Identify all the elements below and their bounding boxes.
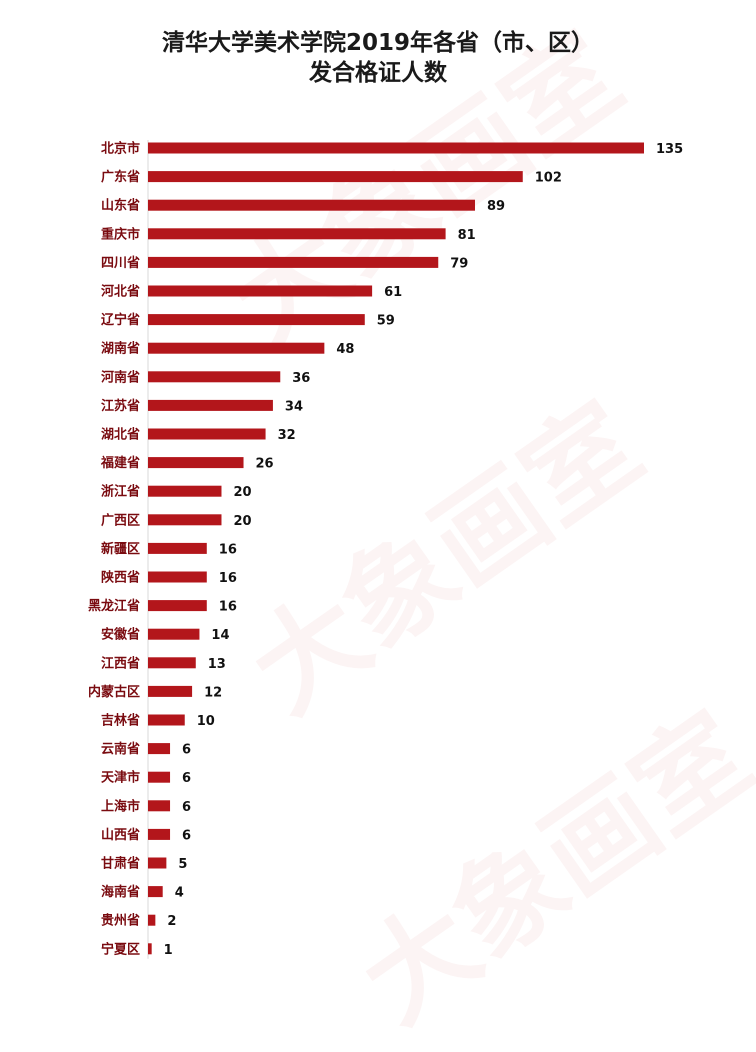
value-label: 10: [197, 714, 215, 729]
value-label: 16: [219, 600, 237, 615]
value-label: 13: [208, 657, 226, 672]
bar: [148, 914, 156, 926]
value-label: 59: [377, 314, 395, 329]
value-label: 6: [182, 743, 191, 758]
bar: [148, 743, 171, 755]
value-label: 6: [182, 771, 191, 786]
category-label: 甘肃省: [101, 856, 140, 872]
value-label: 6: [182, 800, 191, 815]
value-label: 20: [233, 485, 251, 500]
category-label: 湖北省: [101, 427, 140, 443]
bar: [148, 542, 207, 554]
bar: [148, 628, 200, 640]
category-label: 广西区: [101, 512, 140, 528]
value-label: 20: [233, 514, 251, 529]
bar: [148, 514, 222, 526]
chart-title-line-1: 清华大学美术学院2019年各省（市、区）: [161, 30, 594, 56]
bar: [148, 171, 523, 183]
bar: [148, 342, 325, 354]
category-label: 广东省: [101, 169, 140, 185]
value-label: 34: [285, 399, 303, 414]
category-label: 山西省: [101, 827, 140, 843]
category-label: 海南省: [101, 884, 140, 900]
value-label: 32: [278, 428, 296, 443]
value-label: 16: [219, 542, 237, 557]
value-label: 89: [487, 199, 505, 214]
bar: [148, 428, 266, 440]
bar: [148, 199, 475, 211]
bar: [148, 371, 281, 383]
chart-title-line-2: 发合格证人数: [309, 60, 447, 86]
value-label: 61: [384, 285, 402, 300]
value-label: 135: [656, 142, 683, 157]
bar: [148, 943, 152, 955]
value-label: 79: [450, 256, 468, 271]
category-label: 安徽省: [101, 627, 140, 643]
bar: [148, 399, 273, 411]
category-label: 吉林省: [101, 713, 140, 729]
bar: [148, 228, 446, 240]
category-label: 浙江省: [101, 484, 140, 500]
bar: [148, 600, 207, 612]
bar: [148, 685, 193, 697]
category-label: 宁夏区: [101, 941, 140, 957]
value-label: 36: [292, 371, 310, 386]
category-label: 山东省: [101, 198, 140, 214]
category-label: 陕西省: [101, 570, 140, 586]
bar: [148, 886, 163, 898]
category-label: 黑龙江省: [88, 598, 140, 614]
value-label: 102: [535, 171, 562, 186]
category-label: 新疆区: [101, 541, 140, 557]
category-label: 重庆市: [101, 226, 140, 242]
value-label: 12: [204, 685, 222, 700]
value-label: 48: [336, 342, 354, 357]
bar: [148, 771, 171, 783]
category-label: 河南省: [101, 369, 140, 385]
bar: [148, 714, 185, 726]
category-label: 江西省: [101, 655, 140, 671]
value-label: 14: [211, 628, 229, 643]
category-label: 内蒙古区: [88, 684, 140, 700]
value-label: 16: [219, 571, 237, 586]
category-label: 北京市: [101, 141, 140, 157]
category-label: 云南省: [101, 741, 140, 757]
bar: [148, 485, 222, 497]
bar: [148, 142, 644, 154]
value-label: 4: [175, 886, 184, 901]
value-label: 26: [256, 457, 274, 472]
bar: [148, 285, 373, 297]
category-label: 湖南省: [101, 341, 140, 357]
category-label: 天津市: [101, 770, 140, 786]
bar: [148, 857, 167, 869]
value-label: 1: [164, 943, 173, 958]
bar: [148, 457, 244, 469]
bar: [148, 828, 171, 840]
bar: [148, 800, 171, 812]
category-label: 江苏省: [101, 398, 140, 414]
bar: [148, 256, 439, 268]
category-label: 河北省: [101, 284, 140, 300]
category-label: 上海市: [101, 798, 140, 814]
bar: [148, 657, 196, 669]
bar: [148, 314, 365, 326]
category-label: 辽宁省: [101, 312, 140, 328]
bar: [148, 571, 207, 583]
category-label: 贵州省: [101, 913, 140, 929]
category-label: 福建省: [100, 455, 140, 471]
value-label: 5: [178, 857, 187, 872]
category-label: 四川省: [101, 255, 140, 271]
value-label: 2: [167, 914, 176, 929]
value-label: 81: [458, 228, 476, 243]
value-label: 6: [182, 828, 191, 843]
